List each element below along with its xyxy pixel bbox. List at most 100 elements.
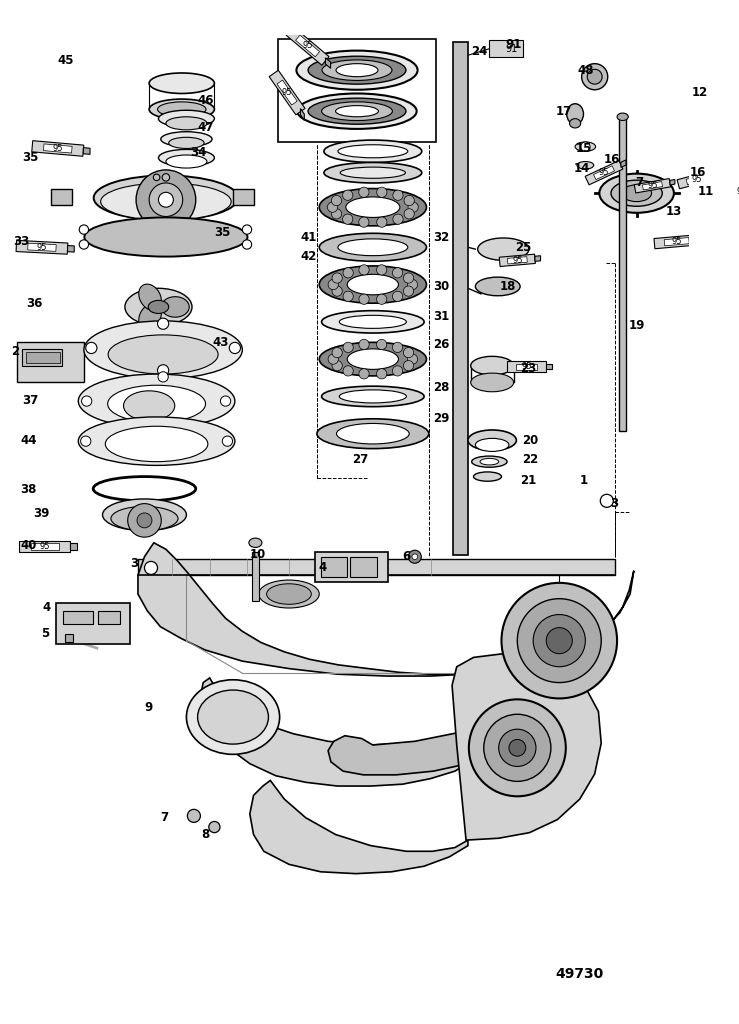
Circle shape (343, 291, 353, 301)
Circle shape (407, 280, 418, 290)
Ellipse shape (577, 162, 593, 169)
Circle shape (343, 267, 353, 278)
Circle shape (242, 225, 252, 234)
Circle shape (404, 209, 415, 219)
Text: 45: 45 (58, 54, 75, 68)
Text: 95: 95 (37, 243, 47, 252)
Text: 27: 27 (353, 454, 369, 466)
Text: 95: 95 (522, 362, 532, 371)
Circle shape (153, 174, 160, 180)
Polygon shape (67, 246, 74, 252)
Circle shape (332, 286, 342, 296)
Bar (321, 557, 347, 578)
Text: 42: 42 (300, 250, 316, 263)
Polygon shape (296, 35, 319, 56)
Ellipse shape (125, 289, 192, 326)
Circle shape (343, 214, 353, 224)
Polygon shape (269, 71, 305, 115)
Polygon shape (286, 27, 329, 66)
Polygon shape (138, 559, 615, 575)
Polygon shape (634, 178, 671, 193)
Text: 28: 28 (434, 381, 450, 393)
Circle shape (404, 196, 415, 206)
Circle shape (242, 240, 252, 249)
Polygon shape (593, 166, 615, 179)
Text: 41: 41 (300, 231, 316, 245)
Ellipse shape (599, 174, 674, 213)
Text: 14: 14 (574, 163, 590, 175)
Circle shape (209, 821, 220, 833)
Text: 91: 91 (505, 38, 522, 50)
Polygon shape (30, 543, 59, 550)
Polygon shape (535, 256, 540, 261)
Circle shape (328, 354, 338, 365)
Ellipse shape (575, 142, 596, 152)
Circle shape (162, 174, 170, 181)
Circle shape (689, 88, 705, 102)
Circle shape (392, 342, 403, 352)
Ellipse shape (103, 499, 186, 530)
Polygon shape (732, 187, 739, 196)
Ellipse shape (296, 50, 418, 90)
Ellipse shape (123, 391, 174, 421)
Text: 29: 29 (434, 413, 450, 425)
Circle shape (188, 809, 200, 822)
Text: 22: 22 (522, 454, 538, 466)
Bar (233, 188, 253, 206)
Circle shape (79, 240, 89, 249)
Circle shape (377, 217, 387, 227)
Text: 43: 43 (213, 336, 229, 349)
Bar (278, 39, 436, 142)
Circle shape (377, 339, 386, 349)
Circle shape (128, 504, 161, 538)
Text: 48: 48 (578, 63, 594, 77)
Circle shape (86, 342, 97, 353)
Bar (252, 552, 259, 600)
Text: 31: 31 (434, 309, 450, 323)
Ellipse shape (166, 117, 207, 130)
Circle shape (588, 70, 602, 84)
Text: 95: 95 (599, 168, 609, 177)
Circle shape (343, 366, 353, 376)
Polygon shape (301, 109, 304, 120)
Ellipse shape (471, 373, 514, 392)
Text: 18: 18 (500, 280, 516, 293)
Bar (98, 610, 120, 624)
Circle shape (332, 347, 342, 357)
Text: 30: 30 (434, 280, 450, 293)
Circle shape (377, 265, 386, 275)
Circle shape (327, 202, 338, 212)
Circle shape (158, 419, 168, 429)
Text: 12: 12 (692, 86, 708, 99)
Circle shape (79, 225, 89, 234)
Circle shape (403, 360, 414, 371)
Ellipse shape (308, 56, 406, 84)
Ellipse shape (321, 310, 424, 333)
Polygon shape (500, 254, 535, 266)
Ellipse shape (611, 180, 662, 206)
Text: 39: 39 (33, 507, 50, 520)
Circle shape (331, 196, 341, 206)
Polygon shape (200, 678, 502, 786)
Text: 6: 6 (403, 550, 411, 563)
Text: 13: 13 (666, 206, 682, 218)
Ellipse shape (567, 103, 584, 124)
Ellipse shape (319, 342, 426, 376)
Bar (350, 557, 377, 578)
Text: 17: 17 (556, 104, 572, 118)
Bar (17, 342, 84, 382)
Ellipse shape (339, 315, 406, 329)
Text: 21: 21 (520, 474, 537, 486)
Polygon shape (203, 694, 259, 734)
Text: 95: 95 (39, 542, 50, 551)
Circle shape (600, 495, 613, 507)
Text: 32: 32 (434, 231, 450, 245)
Circle shape (582, 63, 607, 90)
Text: 4: 4 (319, 561, 327, 574)
Ellipse shape (108, 335, 218, 374)
Circle shape (533, 614, 585, 667)
Polygon shape (664, 238, 689, 246)
Circle shape (403, 286, 414, 296)
Text: 47: 47 (197, 122, 214, 134)
Text: 26: 26 (434, 338, 450, 350)
